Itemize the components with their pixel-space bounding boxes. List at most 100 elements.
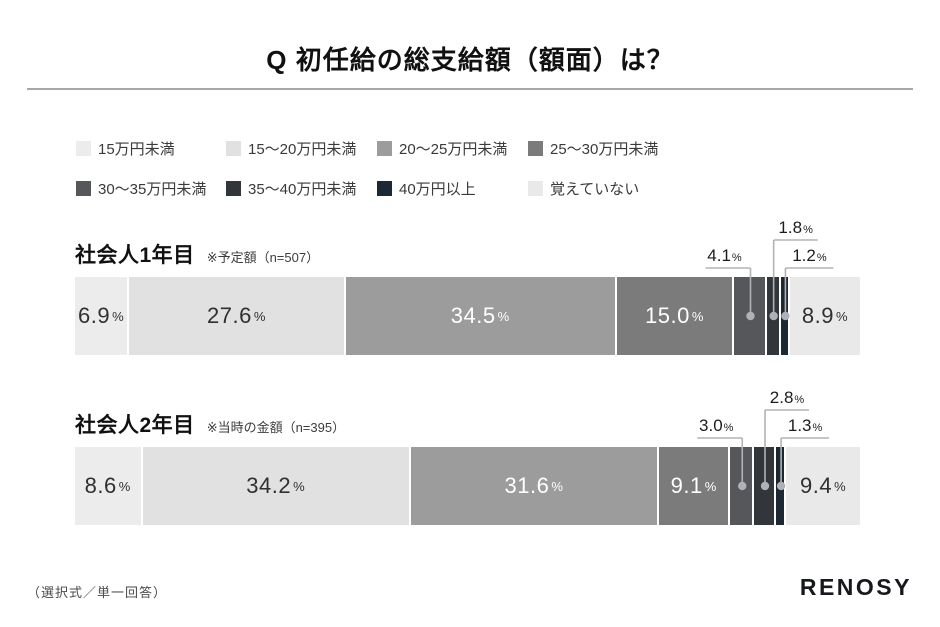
percent-sign: %: [723, 422, 734, 434]
legend-item-7: 覚えていない: [528, 178, 658, 199]
percent-value: 34.5: [450, 303, 496, 328]
percent-sign: %: [704, 478, 717, 494]
callout-value-label: 2.8%: [770, 388, 804, 410]
percent-value: 15.0: [645, 303, 690, 328]
bar-segment-0: 6.9%: [75, 277, 130, 355]
legend-item-2: 20〜25万円未満: [377, 138, 528, 159]
percent-value: 31.6: [504, 473, 550, 498]
percent-sign: %: [112, 308, 125, 324]
bar-segment-6: [775, 447, 787, 525]
bar-segment-2: 31.6%: [410, 447, 660, 525]
page-title: Q 初任給の総支給額（額面）は？: [266, 45, 674, 75]
legend-item-4: 30〜35万円未満: [76, 178, 226, 199]
bar-segment-5: [766, 277, 781, 355]
stacked-bar: 6.9% 27.6% 34.5% 15.0% 8.9%: [75, 277, 860, 355]
legend-swatch: [226, 181, 241, 196]
legend-swatch: [76, 181, 91, 196]
segment-value-label: 8.6%: [75, 447, 141, 525]
bar-segment-0: 8.6%: [75, 447, 143, 525]
bar-segment-7: 9.4%: [786, 447, 860, 525]
segment-value-label: 15.0%: [617, 277, 733, 355]
segment-value-label: 34.5%: [346, 277, 615, 355]
segment-value-label: 31.6%: [411, 447, 657, 525]
bar-row-note: ※予定額（n=507）: [206, 250, 320, 265]
percent-value: 9.4: [799, 473, 833, 498]
bar-segment-1: 34.2%: [142, 447, 411, 525]
bar-row-title: 社会人1年目: [75, 244, 195, 267]
callout-value-label: 1.8%: [778, 218, 812, 240]
percent-sign: %: [253, 308, 266, 324]
bar-segment-4: [730, 447, 754, 525]
bar-row-2: 社会人2年目 ※当時の金額（n=395） 8.6% 34.2% 31.6% 9.1% 9.4…: [75, 385, 860, 525]
percent-sign: %: [731, 252, 742, 264]
percent-value: 8.9: [801, 303, 835, 328]
answer-type-note: （選択式／単一回答）: [27, 585, 168, 600]
percent-sign: %: [794, 394, 805, 406]
percent-value: 2.8: [769, 388, 794, 407]
legend-label: 35〜40万円未満: [248, 181, 357, 198]
bar-row-header: 社会人2年目 ※当時の金額（n=395）: [75, 409, 345, 439]
legend-label: 15〜20万円未満: [248, 141, 357, 158]
percent-value: 3.0: [699, 416, 723, 435]
percent-sign: %: [834, 478, 847, 494]
callout-value-label: 1.2%: [792, 246, 826, 268]
percent-sign: %: [691, 308, 704, 324]
legend-label: 25〜30万円未満: [550, 141, 659, 158]
percent-sign: %: [118, 478, 131, 494]
percent-value: 1.2: [792, 246, 816, 265]
legend-label: 覚えていない: [550, 181, 640, 198]
segment-value-label: 27.6%: [129, 277, 344, 355]
bar-segment-3: 15.0%: [616, 277, 735, 355]
legend-item-0: 15万円未満: [76, 138, 226, 159]
legend-label: 20〜25万円未満: [399, 141, 508, 158]
legend-item-3: 25〜30万円未満: [528, 138, 658, 159]
percent-sign: %: [803, 224, 813, 236]
bar-segment-2: 34.5%: [345, 277, 617, 355]
percent-sign: %: [816, 252, 827, 264]
legend-item-5: 35〜40万円未満: [226, 178, 377, 199]
legend-swatch: [528, 141, 543, 156]
callout-value-label: 1.3%: [788, 416, 822, 438]
legend-swatch: [377, 181, 392, 196]
legend-swatch: [528, 181, 543, 196]
legend-label: 30〜35万円未満: [98, 181, 207, 198]
segment-value-label: 6.9%: [75, 277, 127, 355]
stacked-bar: 8.6% 34.2% 31.6% 9.1% 9.4%: [75, 447, 860, 525]
legend-swatch: [226, 141, 241, 156]
percent-value: 34.2: [246, 473, 292, 498]
callout-value-label: 3.0%: [699, 416, 733, 438]
percent-sign: %: [551, 478, 564, 494]
bar-segment-6: [780, 277, 791, 355]
legend-label: 40万円以上: [399, 181, 476, 198]
bar-row-note: ※当時の金額（n=395）: [206, 420, 346, 435]
percent-value: 1.8: [778, 218, 803, 237]
legend-label: 15万円未満: [98, 141, 175, 158]
percent-value: 6.9: [78, 303, 111, 328]
legend-swatch: [377, 141, 392, 156]
percent-sign: %: [497, 308, 510, 324]
bar-segment-5: [753, 447, 776, 525]
title-divider: [27, 88, 913, 90]
bar-row-title: 社会人2年目: [75, 414, 195, 437]
legend-swatch: [76, 141, 91, 156]
segment-value-label: 9.4%: [786, 447, 860, 525]
chart-legend: 15万円未満 15〜20万円未満 20〜25万円未満 25〜30万円未満 30〜35万円…: [76, 138, 658, 199]
legend-item-1: 15〜20万円未満: [226, 138, 377, 159]
percent-value: 1.3: [787, 416, 812, 435]
bar-row-header: 社会人1年目 ※予定額（n=507）: [75, 239, 319, 269]
percent-value: 4.1: [707, 246, 731, 265]
renosy-logo: RENOSY: [799, 574, 912, 600]
percent-sign: %: [812, 422, 823, 434]
legend-item-6: 40万円以上: [377, 178, 528, 199]
segment-value-label: 8.9%: [790, 277, 860, 355]
percent-value: 9.1: [670, 473, 703, 498]
percent-value: 27.6: [207, 303, 252, 328]
bar-segment-7: 8.9%: [790, 277, 860, 355]
bar-segment-1: 27.6%: [129, 277, 346, 355]
bar-row-1: 社会人1年目 ※予定額（n=507） 6.9% 27.6% 34.5% 15.0% 8.9%…: [75, 215, 860, 355]
segment-value-label: 34.2%: [143, 447, 409, 525]
callout-value-label: 4.1%: [707, 246, 741, 268]
percent-sign: %: [293, 478, 306, 494]
percent-sign: %: [836, 308, 849, 324]
